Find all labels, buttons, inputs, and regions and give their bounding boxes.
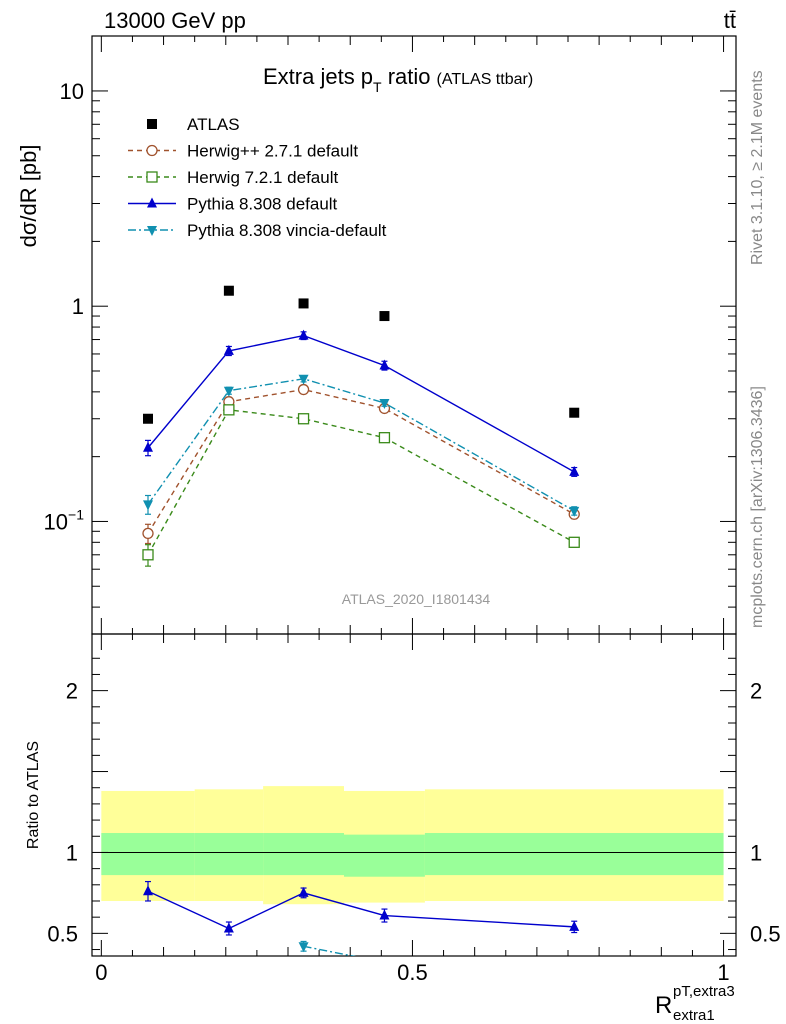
data-point	[569, 506, 580, 517]
legend-label: Pythia 8.308 default	[187, 195, 338, 214]
data-point	[569, 465, 580, 476]
x-tick-label: 0.5	[397, 960, 428, 985]
y-axis-ratio-label: Ratio to ATLAS	[25, 741, 42, 849]
series-vincia	[143, 374, 580, 517]
y-tick-label: 1	[72, 294, 84, 319]
y-axis-main-label: dσ/dR [pb]	[16, 145, 41, 248]
ratio-frame	[91, 633, 737, 957]
data-point	[143, 413, 153, 424]
ratio-data-point	[298, 886, 309, 897]
ratio-data-point	[143, 885, 153, 896]
y-tick-label: 10	[60, 79, 84, 104]
legend-marker	[146, 171, 158, 183]
uncertainty-band-inner	[101, 833, 195, 876]
legend: ATLAS Herwig++ 2.7.1 default Herwig 7.2.1 …	[128, 115, 387, 240]
analysis-id: ATLAS_2020_I1801434	[342, 591, 491, 607]
legend-marker	[146, 144, 158, 157]
series-herwigpp	[142, 383, 580, 545]
x-axis-label-sup: pT,extra3	[673, 983, 735, 1000]
data-point	[569, 407, 580, 418]
header-process: tt̄	[724, 8, 736, 33]
rivet-version-label: Rivet 3.1.10, ≥ 2.1M events	[749, 70, 766, 265]
ratio-y-tick-label-right: 1	[750, 840, 762, 865]
data-point	[223, 386, 234, 397]
data-point	[223, 285, 234, 296]
ratio-series-pythia	[143, 880, 580, 936]
legend-entry: Pythia 8.308 vincia-default	[128, 221, 387, 240]
series-pythia	[143, 329, 580, 477]
data-point	[298, 329, 309, 340]
ratio-line	[303, 945, 357, 956]
ratio-y-tick-label-right: 2	[750, 679, 762, 704]
data-point	[143, 441, 153, 452]
ratio-y-tick-label: 2	[66, 679, 78, 704]
header-energy: 13000 GeV pp	[104, 8, 246, 33]
x-axis-label-sub: extra1	[673, 1007, 715, 1024]
legend-entry: ATLAS	[147, 115, 240, 134]
data-point	[297, 413, 310, 425]
uncertainty-band-inner	[344, 834, 425, 877]
x-tick-label: 0	[95, 960, 107, 985]
data-point	[223, 404, 235, 416]
legend-entry: Herwig++ 2.7.1 default	[128, 142, 358, 161]
legend-label: Pythia 8.308 vincia-default	[187, 221, 387, 240]
series-line	[147, 334, 575, 473]
data-point	[297, 383, 310, 396]
ratio-y-tick-label: 1	[66, 840, 78, 865]
data-point	[568, 536, 580, 548]
mcplots-label: mcplots.cern.ch [arXiv:1306.3436]	[749, 386, 766, 628]
data-point	[298, 298, 309, 309]
series-atlas	[143, 285, 580, 424]
legend-label: ATLAS	[187, 115, 240, 134]
series-line	[147, 409, 575, 556]
data-point	[142, 549, 154, 561]
data-point	[379, 359, 390, 370]
data-point	[143, 500, 153, 511]
data-point	[223, 344, 234, 355]
series-herwig7	[142, 404, 580, 567]
data-point	[379, 399, 390, 410]
data-point	[142, 527, 154, 540]
legend-entry: Herwig 7.2.1 default	[128, 168, 338, 187]
data-point	[378, 432, 391, 444]
legend-label: Herwig++ 2.7.1 default	[187, 142, 358, 161]
ratio-series-vincia	[298, 940, 357, 956]
series-line	[147, 378, 575, 512]
x-axis-label: R	[655, 992, 672, 1019]
x-tick-label: 1	[717, 960, 729, 985]
plot-title: Extra jets pT ratio (ATLAS ttbar)	[263, 64, 533, 95]
data-point	[379, 311, 390, 322]
ratio-y-tick-label: 0.5	[47, 921, 78, 946]
legend-label: Herwig 7.2.1 default	[187, 168, 338, 187]
ratio-y-tick-label-right: 0.5	[750, 921, 781, 946]
legend-marker	[147, 119, 157, 129]
ratio-data-point	[379, 909, 390, 920]
ratio-panel: 0 0.5 1 0.5 0.5 1 1 2 2	[47, 633, 781, 985]
uncertainty-band-inner	[424, 833, 724, 876]
legend-marker	[147, 197, 157, 208]
ratio-data-point	[298, 942, 309, 953]
series-line	[147, 388, 575, 534]
legend-marker	[147, 226, 157, 236]
data-point	[298, 374, 309, 385]
ratio-data-point	[569, 920, 580, 931]
ratio-data-point	[223, 922, 234, 933]
uncertainty-band-inner	[194, 833, 264, 876]
uncertainty-band-inner	[263, 833, 344, 876]
y-tick-label: 10−1	[44, 506, 85, 534]
legend-entry: Pythia 8.308 default	[128, 195, 338, 214]
